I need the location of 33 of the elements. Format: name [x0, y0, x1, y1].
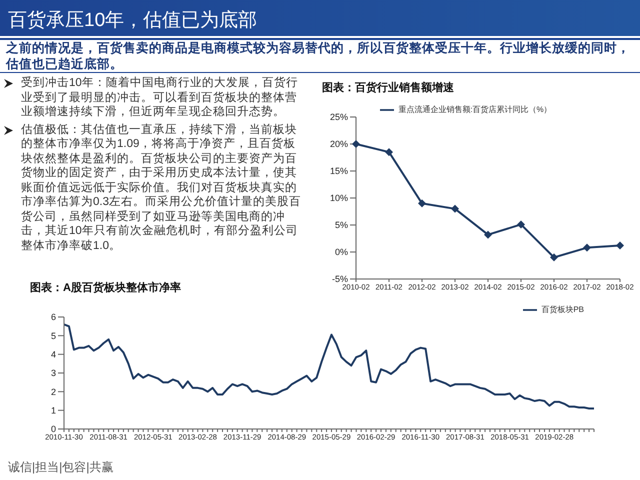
point	[352, 140, 360, 148]
chart-title: 图表：百货行业销售额增速	[322, 80, 455, 95]
text: 受到冲击10年：随着中国电商行业的大发展，百货行业受到了最明显的冲击。可以看到百货板块的整体营业额增速持续下滑，但近两年呈现企稳回升态势。	[21, 76, 299, 120]
y-tick-label: 25%	[330, 112, 348, 122]
text: 估值极低：其估值也一直承压，持续下滑，当前板块的整体市净率仅为1.09，将将高于净资产，且百货板块依然整体是盈利的。百货板块公司的主要资产为百货物业的固定资产，由于采用历史成本法计量，使其账面价值远远低于实际价值。我们对百货板块真实的市净率估算为0.3左右。而采用公允价值计量的美股百货公司，虽然同样受到了如亚马逊等美国电商的冲击，其近10年只有前次金融危机时，有部分盈利公司整体市净率破1.0。	[21, 124, 301, 252]
point	[616, 242, 624, 250]
point	[484, 230, 492, 239]
text: 之前的情况是，百货售卖的商品是电商模式较为容易替代的，所以百货整体受压十年。行业增长放缓的同时，估值也已趋近底部。	[6, 40, 631, 72]
text: 百货承压10年，估值已为底部	[8, 9, 258, 33]
text: 诚信|担当|包容|共赢	[8, 459, 114, 476]
y-tick-label: 5%	[334, 220, 348, 230]
y-tick-label: 4	[50, 350, 56, 360]
y-tick-label: 20%	[330, 139, 348, 150]
y-tick-label: 0%	[334, 247, 348, 258]
y-tick-label: -5%	[332, 274, 348, 284]
point	[385, 148, 393, 156]
point	[583, 244, 591, 252]
y-tick-label: 3	[50, 368, 56, 378]
y-tick-label: 1	[50, 406, 56, 416]
point	[451, 204, 459, 213]
point	[418, 199, 426, 208]
point	[550, 253, 558, 262]
legend-label: 百货板块PB	[541, 305, 584, 314]
point	[517, 220, 525, 228]
y-tick-label: 15%	[330, 166, 348, 176]
y-tick-label: 5	[50, 330, 56, 341]
y-tick-label: 0	[50, 424, 56, 434]
y-tick-label: 6	[50, 312, 56, 322]
line-series	[63, 323, 595, 410]
y-tick-label: 10%	[330, 193, 348, 204]
chart-title: 图表：A股百货板块整体市净率	[30, 282, 181, 294]
legend-label: 重点流通企业销售额:百货店累计同比（%）	[398, 105, 552, 114]
y-tick-label: 2	[50, 386, 56, 397]
